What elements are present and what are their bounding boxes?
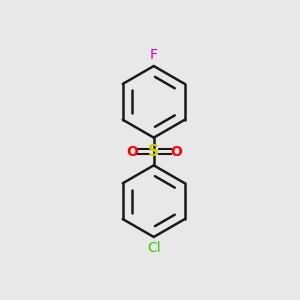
Text: O: O xyxy=(170,145,182,158)
Text: Cl: Cl xyxy=(147,241,160,255)
Text: O: O xyxy=(126,145,138,158)
Text: S: S xyxy=(148,144,159,159)
Text: F: F xyxy=(150,48,158,62)
